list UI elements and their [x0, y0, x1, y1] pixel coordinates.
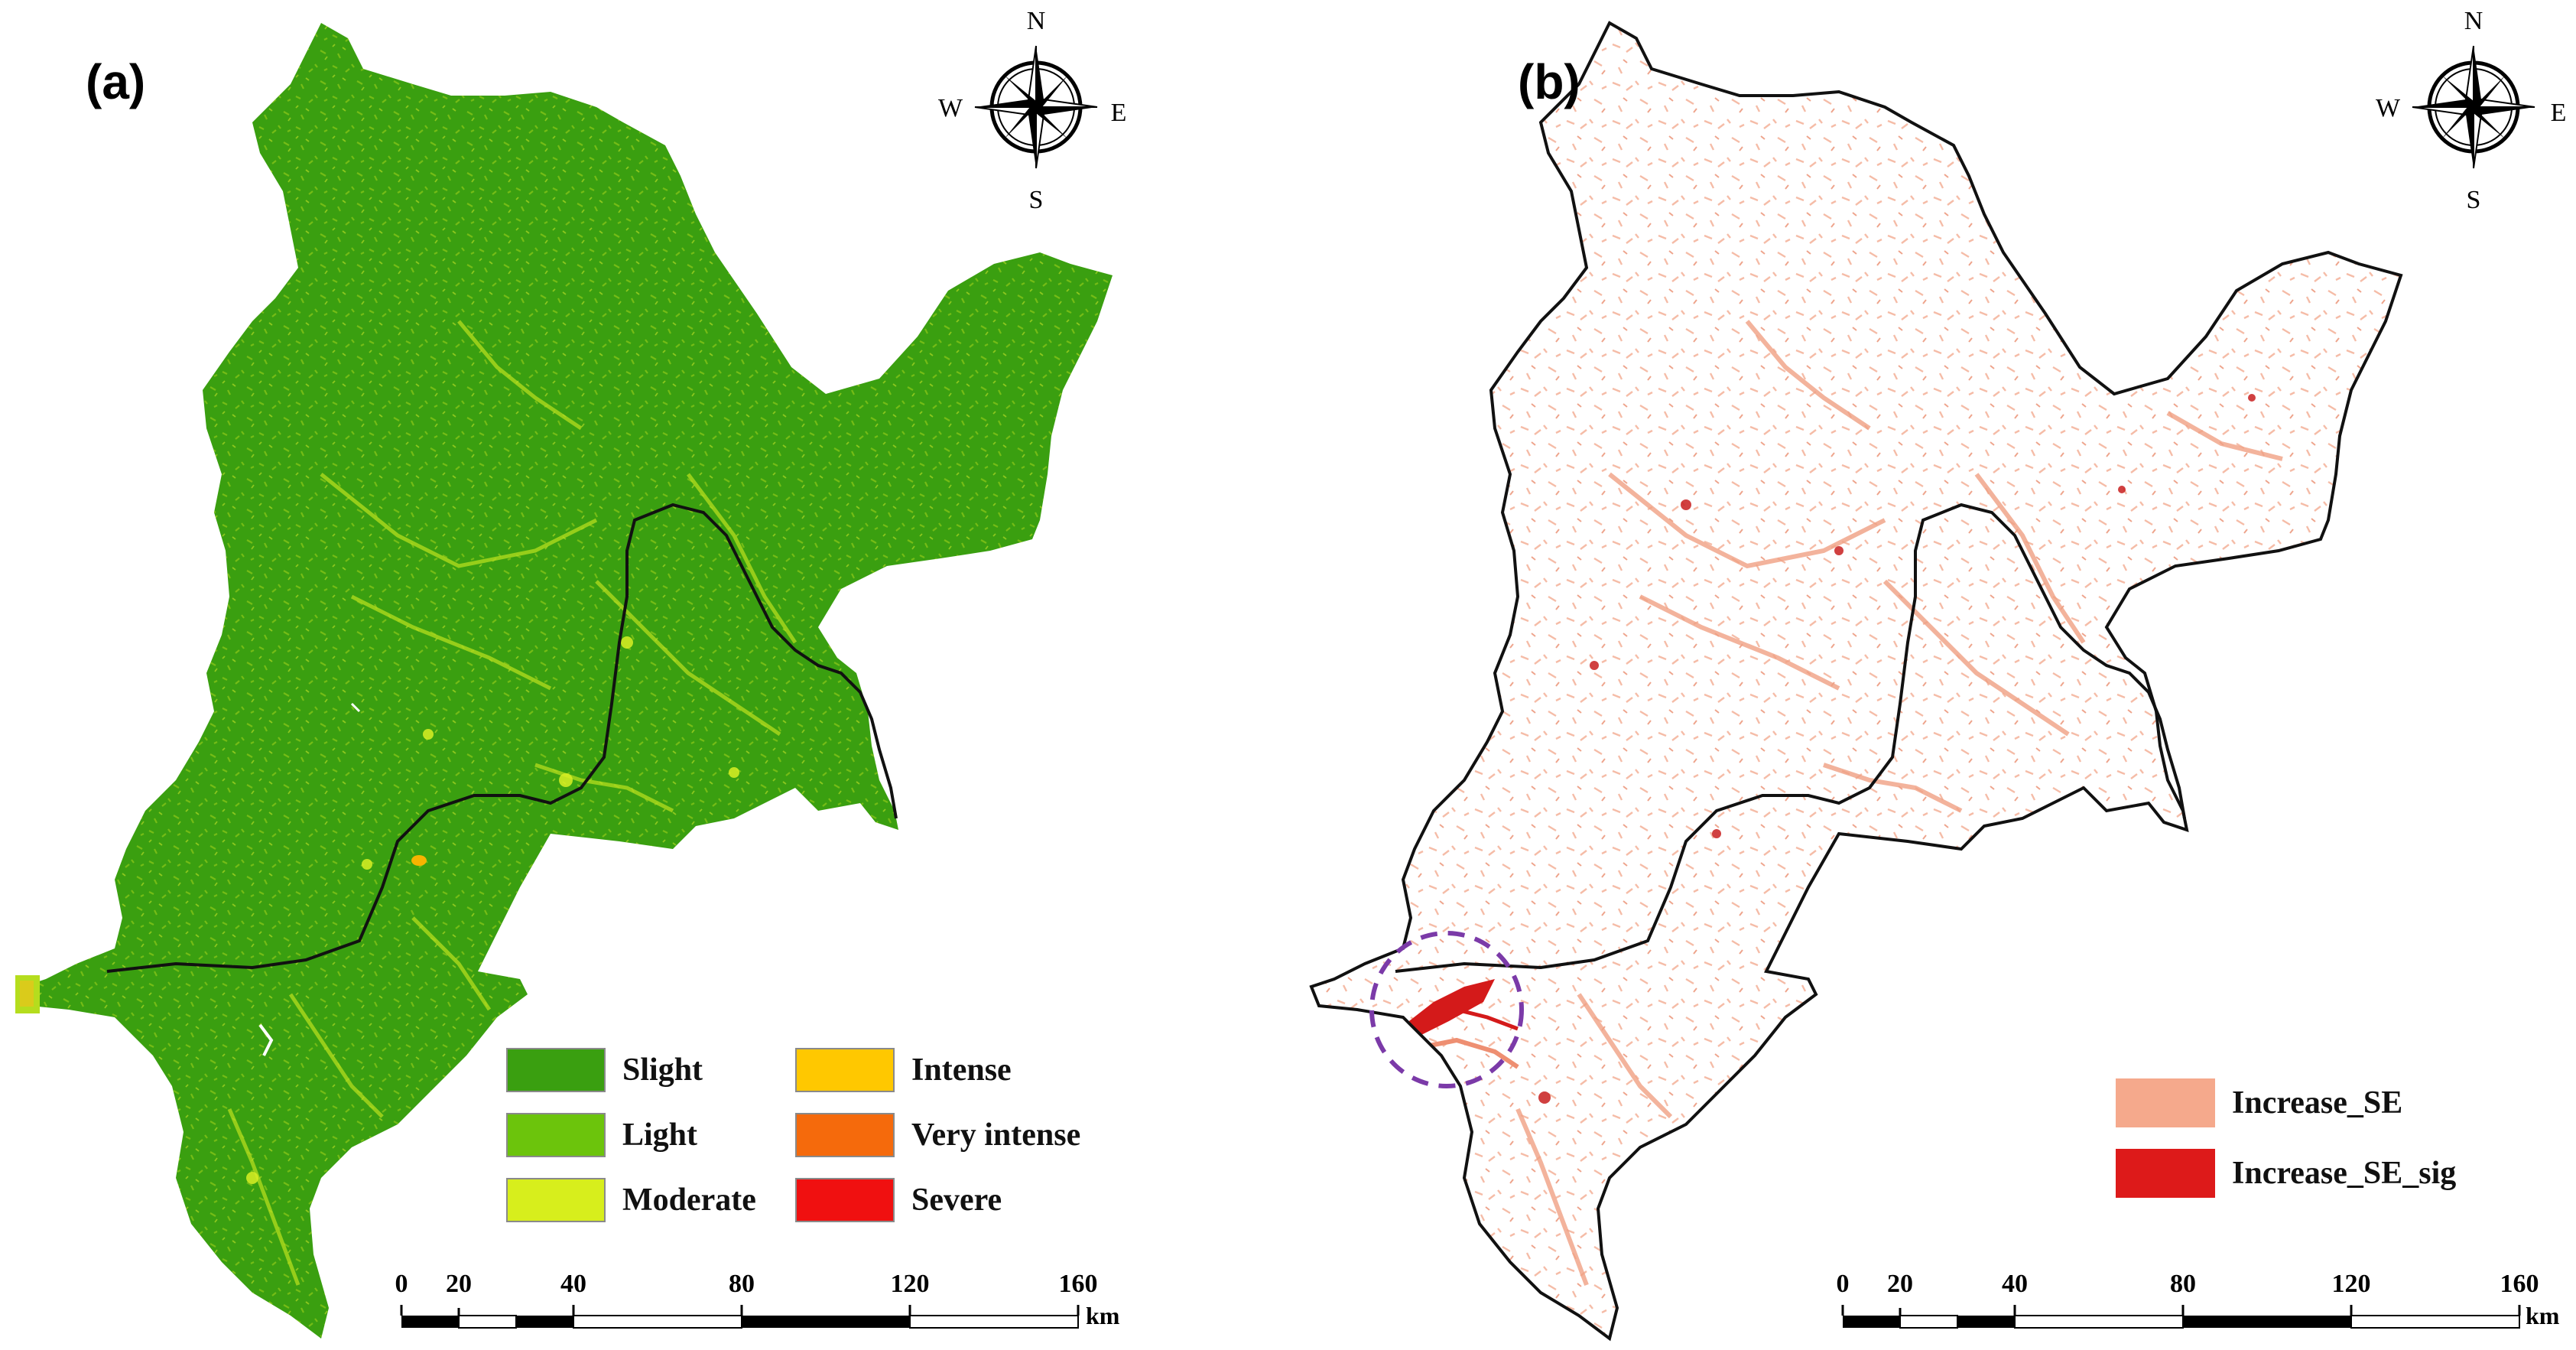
legend-swatch	[2116, 1078, 2215, 1127]
compass-s-label: S	[2466, 186, 2481, 214]
scale-tick-label: 120	[2331, 1270, 2371, 1298]
legend-swatch	[506, 1178, 606, 1222]
legend-swatch	[795, 1048, 895, 1092]
scale-tick-label: 0	[1836, 1270, 1850, 1298]
scale-bar	[1841, 1305, 2521, 1329]
legend-item-increase-se-sig: Increase_SE_sig	[2116, 1149, 2456, 1198]
admin-boundary-line	[106, 503, 898, 973]
scale-tick-label: 20	[446, 1270, 472, 1298]
scale-bar	[400, 1305, 1080, 1329]
legend-label: Slight	[622, 1052, 703, 1088]
compass-s-label: S	[1028, 186, 1044, 214]
compass-w-label: W	[937, 94, 963, 122]
compass-rose-icon	[974, 45, 1098, 169]
highlight-circle	[1369, 931, 1524, 1088]
scale-tick-label: 20	[1887, 1270, 1913, 1298]
legend-item-slight: Slight	[506, 1048, 703, 1092]
legend-label: Light	[622, 1117, 698, 1153]
legend-label: Very intense	[911, 1117, 1081, 1153]
compass-rose-icon	[2412, 45, 2535, 169]
legend-item-severe: Severe	[795, 1178, 1002, 1222]
panel-b-label: (b)	[1518, 54, 1580, 109]
scale-tick-label: 80	[729, 1270, 755, 1298]
legend-swatch	[795, 1113, 895, 1157]
legend-item-increase-se: Increase_SE	[2116, 1078, 2402, 1127]
scale-tick-label: 40	[2002, 1270, 2028, 1298]
legend-label: Increase_SE_sig	[2232, 1156, 2457, 1191]
legend-label: Severe	[911, 1182, 1002, 1218]
legend-label: Increase_SE	[2232, 1085, 2403, 1121]
panel-a-erosion-intensity-map: (a) N S E W Slight Light Moderate Intens…	[15, 7, 1127, 1339]
scale-tick-label: 120	[890, 1270, 930, 1298]
compass-e-label: E	[2550, 99, 2567, 127]
legend-item-moderate: Moderate	[506, 1178, 756, 1222]
legend-label: Intense	[911, 1052, 1012, 1088]
scale-unit-label: km	[2526, 1302, 2560, 1329]
admin-boundary-line	[1395, 503, 2186, 973]
legend-swatch	[506, 1048, 606, 1092]
panel-b-map-svg	[1310, 21, 2535, 1340]
legend-swatch	[795, 1178, 895, 1222]
region-fill	[1311, 23, 2401, 1339]
compass-n-label: N	[2464, 7, 2483, 35]
scale-tick-label: 80	[2170, 1270, 2196, 1298]
scale-tick-label: 160	[2500, 1270, 2539, 1298]
panel-b-erosion-change-map: (b) N S E W Increase_SE Increase_SE_sig …	[1288, 0, 2576, 1350]
compass-e-label: E	[1110, 99, 1127, 127]
panel-a-label: (a)	[86, 54, 146, 109]
legend-swatch	[2116, 1149, 2215, 1198]
compass-n-label: N	[1026, 7, 1046, 35]
legend-label: Moderate	[622, 1182, 756, 1218]
scale-tick-label: 0	[395, 1270, 408, 1298]
scale-tick-label: 40	[560, 1270, 586, 1298]
compass-w-label: W	[2375, 94, 2401, 122]
scale-tick-label: 160	[1058, 1270, 1098, 1298]
legend-item-light: Light	[506, 1113, 697, 1157]
legend-item-intense: Intense	[795, 1048, 1012, 1092]
scale-unit-label: km	[1086, 1302, 1120, 1329]
legend-swatch	[506, 1113, 606, 1157]
legend-item-very-intense: Very intense	[795, 1113, 1080, 1157]
